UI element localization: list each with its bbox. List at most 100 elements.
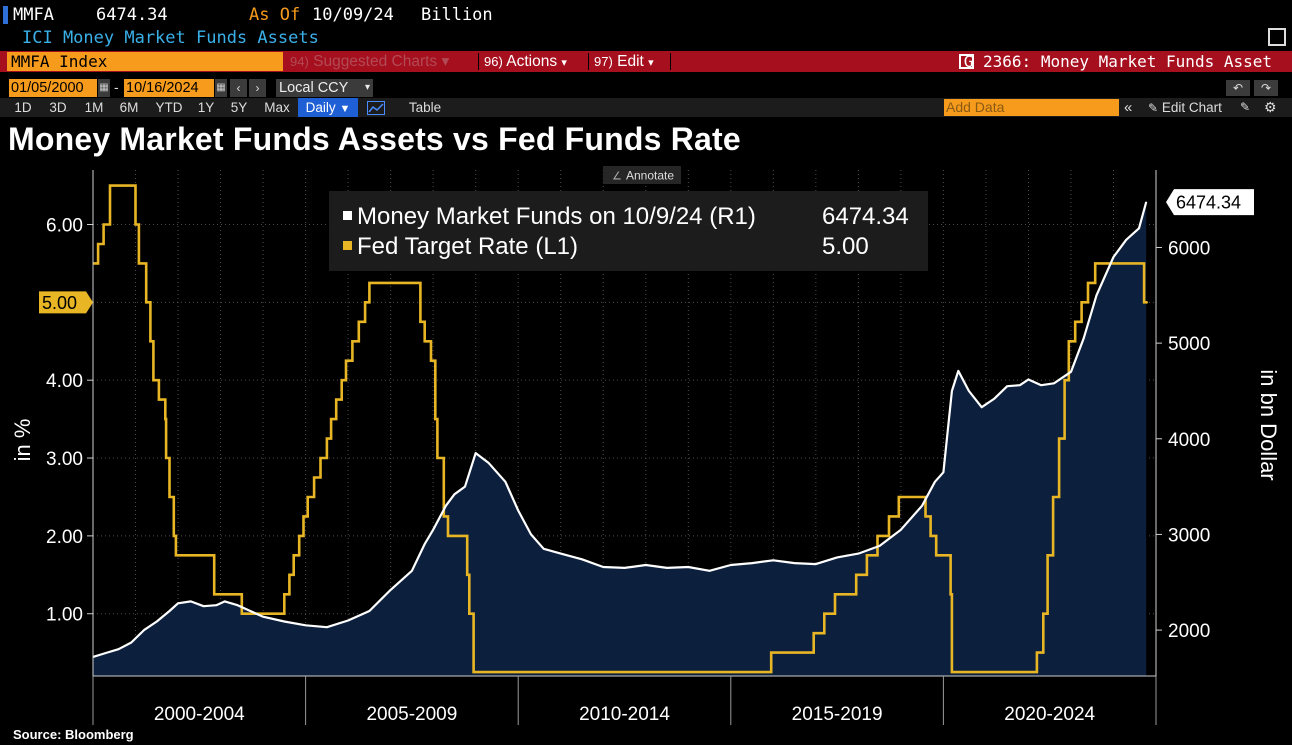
annotate-tool-icon[interactable]: ✎ [1240, 100, 1251, 114]
left-tag-text: 5.00 [42, 293, 77, 313]
edit-menu[interactable]: 97) Edit ▾ [594, 51, 654, 72]
tab-ytd[interactable]: YTD [155, 100, 183, 115]
tab-6m[interactable]: 6M [119, 100, 139, 115]
fed-rate-point [1087, 282, 1089, 284]
right-tick-label: 3000 [1168, 525, 1210, 546]
undo-icon[interactable]: ↶ [1226, 80, 1250, 96]
fed-rate-point [424, 340, 426, 342]
mmf-point [1145, 201, 1147, 203]
security-field[interactable]: MMFA Index [7, 52, 283, 71]
fed-rate-point [313, 476, 315, 479]
table-button[interactable]: Table [408, 100, 442, 115]
mmf-point [530, 533, 532, 535]
calendar-icon[interactable]: ▦ [215, 79, 227, 97]
chart-area[interactable]: 1.00 2.00 3.00 4.00 5.00 6.00 2000 3000 4000 5000… [0, 160, 1292, 725]
fed-rate-point [358, 321, 360, 323]
unit-label: Billion [421, 5, 493, 25]
tab-5y[interactable]: 5Y [230, 100, 248, 115]
redo-icon[interactable]: ↷ [1254, 80, 1278, 96]
mmf-point [168, 610, 171, 612]
fed-rate-point [1042, 613, 1044, 615]
chevron-down-icon: ▾ [648, 57, 654, 69]
edit-chart-label: Edit Chart [1161, 100, 1222, 115]
fed-rate-point [345, 360, 347, 362]
fed-rate-point [326, 438, 328, 440]
legend-swatch-fed [343, 241, 352, 250]
add-data-input[interactable]: Add Data [944, 99, 1119, 116]
tab-3d[interactable]: 3D [49, 100, 67, 115]
currency-select[interactable]: Local CCY ▾ [276, 79, 373, 97]
fed-rate-point [134, 223, 137, 226]
source-note: Source: Bloomberg [13, 727, 134, 742]
fed-rate-point [813, 632, 815, 634]
mmf-point [347, 619, 349, 622]
ticker-symbol: MMFA [13, 5, 54, 25]
tab-1m[interactable]: 1M [84, 100, 104, 115]
popout-icon[interactable] [1268, 28, 1286, 46]
mmf-point [177, 602, 179, 604]
fed-rate-point [930, 535, 932, 537]
fed-rate-point [364, 301, 366, 303]
legend-box [329, 191, 928, 271]
suggested-charts-menu[interactable]: 94) Suggested Charts ▾ [290, 51, 449, 72]
calendar-icon[interactable]: ▦ [98, 79, 110, 97]
fed-rate-point [436, 457, 438, 459]
mmf-point [237, 604, 239, 606]
actions-menu[interactable]: 96) Actions ▾ [484, 51, 567, 72]
mmf-point [921, 505, 923, 507]
period-label: 2000-2004 [154, 704, 245, 725]
end-date-input[interactable]: 10/16/2024 [124, 79, 214, 97]
mmf-point [453, 493, 455, 495]
frequency-select[interactable]: Daily ▼ [298, 98, 358, 117]
next-arrow-icon[interactable]: › [249, 79, 266, 97]
mmf-point [487, 462, 489, 464]
mmf-point [581, 558, 583, 560]
fed-rate-point [283, 593, 285, 595]
mmf-point [262, 616, 264, 618]
mmf-point [445, 505, 447, 507]
fed-rate-point [164, 418, 166, 420]
external-link-icon[interactable] [959, 54, 974, 69]
gear-icon[interactable]: ⚙ [1264, 99, 1277, 115]
fed-rate-point [241, 613, 243, 615]
mmf-point [411, 570, 413, 572]
right-tick-label: 5000 [1168, 334, 1210, 355]
fed-rate-point [888, 515, 890, 517]
left-tick-label: 6.00 [46, 215, 83, 236]
security-description: ICI Money Market Funds Assets [22, 28, 319, 48]
mmf-point [951, 390, 953, 392]
mmf-point [156, 620, 158, 623]
edit-chart-button[interactable]: ✎ Edit Chart [1148, 98, 1222, 117]
last-value: 6474.34 [96, 5, 168, 25]
mmf-point [857, 553, 860, 555]
tab-max[interactable]: Max [264, 100, 290, 115]
tab-1d[interactable]: 1D [14, 100, 32, 115]
period-toolbar: 1D 3D 1M 6M YTD 1Y 5Y Max Daily ▼ Table … [0, 98, 1292, 117]
right-last-value-tag: 6474.34 [1166, 189, 1254, 216]
fed-rate-point [288, 574, 290, 576]
chart-title: Money Market Funds Assets vs Fed Funds R… [8, 121, 741, 157]
right-axis-title: in bn Dollar [1256, 369, 1281, 480]
mmf-point [143, 629, 145, 631]
fed-rate-point [1064, 379, 1066, 381]
line-chart-icon[interactable] [364, 98, 388, 117]
right-tick-label: 4000 [1168, 430, 1210, 451]
fed-rate-point [145, 301, 147, 303]
mmf-point [368, 610, 370, 612]
start-date-input[interactable]: 01/05/2000 [9, 79, 97, 97]
collapse-icon[interactable]: « [1124, 99, 1133, 116]
prev-arrow-icon[interactable]: ‹ [230, 79, 247, 97]
fed-rate-point [168, 496, 171, 498]
edit-number: 97) [594, 54, 613, 69]
fed-rate-point [165, 457, 167, 459]
mmf-point [666, 567, 668, 569]
right-tag-text: 6474.34 [1176, 193, 1241, 213]
mmf-point [815, 563, 817, 565]
period-label: 2015-2019 [792, 704, 883, 725]
mmf-point [560, 553, 562, 555]
chevron-down-icon: ▼ [339, 103, 351, 115]
tab-1y[interactable]: 1Y [197, 100, 215, 115]
left-tick-label: 2.00 [46, 527, 83, 548]
mmf-point [215, 604, 217, 606]
annotate-button[interactable]: ∠ Annotate [603, 166, 681, 184]
